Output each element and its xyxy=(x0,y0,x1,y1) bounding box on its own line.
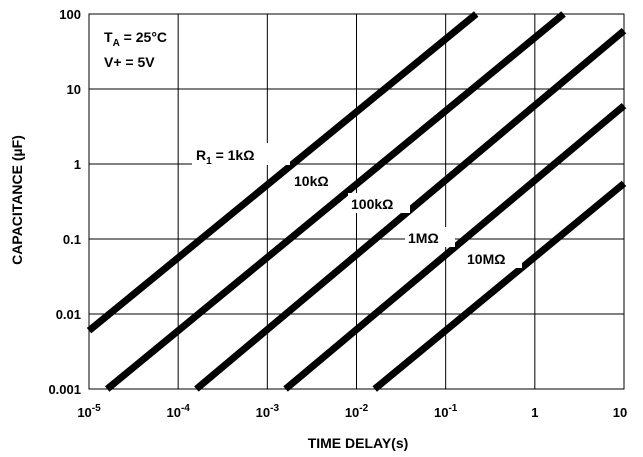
x-tick-label: 10 xyxy=(613,405,627,420)
x-tick-label: 10-2 xyxy=(345,403,369,420)
supply-annotation: V+ = 5V xyxy=(104,54,155,70)
x-axis-label: TIME DELAY(s) xyxy=(308,435,409,451)
x-tick-label: 10-3 xyxy=(256,403,280,420)
y-tick-label: 100 xyxy=(59,7,81,22)
y-axis-label: CAPACITANCE (µF) xyxy=(9,135,25,265)
series-line-3 xyxy=(283,102,627,392)
series-line-4 xyxy=(372,180,627,392)
series-line-1 xyxy=(104,11,566,392)
series-labels: R1 = 1kΩ 10kΩ 100kΩ 1MΩ 10MΩ xyxy=(192,143,522,268)
y-tick-label: 0.1 xyxy=(63,232,81,247)
x-tick-labels: 10-5 10-4 10-3 10-2 10-1 1 10 xyxy=(77,403,627,420)
series-label-1m: 1MΩ xyxy=(408,230,439,246)
grid xyxy=(89,14,624,389)
y-tick-label: 0.001 xyxy=(48,382,81,397)
x-tick-label: 1 xyxy=(531,405,538,420)
x-tick-label: 10-1 xyxy=(434,403,458,420)
series-label-10k: 10kΩ xyxy=(294,173,329,189)
plot-frame xyxy=(88,13,625,390)
series-label-10m: 10MΩ xyxy=(467,251,505,267)
series-label-1k: R1 = 1kΩ xyxy=(196,147,254,167)
y-tick-label: 1 xyxy=(74,157,81,172)
series-label-100k: 100kΩ xyxy=(351,196,393,212)
y-tick-labels: 0.001 0.01 0.1 1 10 100 xyxy=(48,7,81,397)
y-tick-label: 10 xyxy=(67,82,81,97)
y-tick-label: 0.01 xyxy=(56,307,81,322)
x-tick-label: 10-4 xyxy=(166,403,190,420)
series-line-0 xyxy=(86,11,479,334)
series-line-2 xyxy=(194,27,627,392)
x-tick-label: 10-5 xyxy=(77,403,101,420)
temperature-annotation: TA = 25°C xyxy=(104,29,167,49)
series-lines xyxy=(86,11,627,392)
